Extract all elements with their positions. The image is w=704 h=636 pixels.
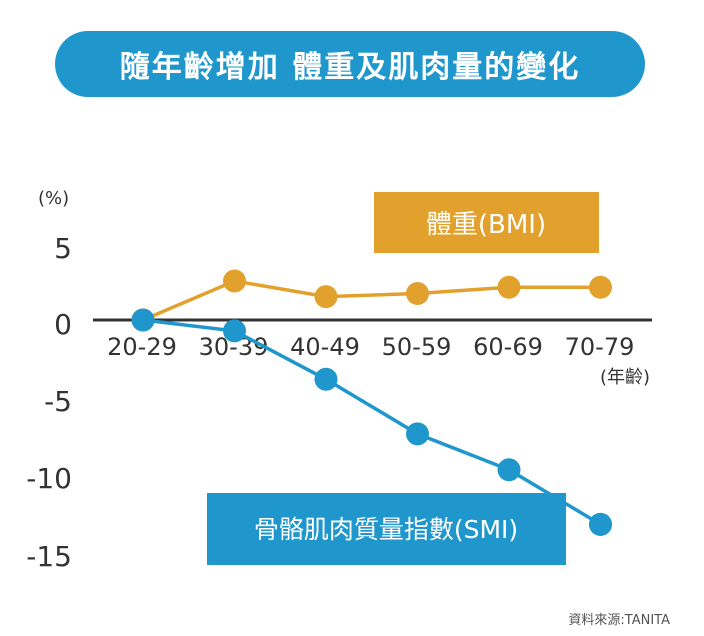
- smi-data-point: [406, 422, 429, 446]
- smi-data-point: [497, 458, 521, 482]
- chart-title: 隨年齡增加 體重及肌肉量的變化: [119, 50, 581, 85]
- x-axis-unit-label: (年齡): [600, 367, 650, 388]
- y-tick-label: 5: [54, 232, 72, 265]
- bmi-legend-box: [374, 192, 599, 253]
- y-tick-label: -5: [44, 385, 72, 418]
- bmi-data-point: [406, 281, 429, 305]
- smi-data-point: [589, 512, 612, 536]
- bmi-data-point: [497, 275, 521, 299]
- smi-data-point: [314, 367, 338, 391]
- smi-legend-box: [207, 493, 566, 565]
- smi-data-point: [223, 319, 246, 343]
- smi-legend-label: 骨骼肌肉質量指數(SMI): [254, 515, 518, 544]
- x-tick-label: 60-69: [473, 333, 543, 361]
- bmi-legend-label: 體重(BMI): [426, 210, 546, 240]
- source-note: 資料來源:TANITA: [568, 613, 670, 628]
- smi-series-line: [142, 318, 602, 526]
- x-tick-label: 70-79: [565, 333, 635, 361]
- y-tick-label: -15: [26, 540, 72, 573]
- y-tick-label: 0: [54, 308, 72, 341]
- bmi-data-point: [589, 275, 612, 299]
- bmi-series-line: [142, 279, 601, 322]
- x-tick-label: 40-49: [290, 333, 360, 361]
- title-banner: 隨年齡增加 體重及肌肉量的變化: [55, 31, 645, 97]
- bmi-data-point: [223, 269, 246, 293]
- x-tick-label: 50-59: [382, 333, 452, 361]
- y-tick-label: -10: [26, 462, 72, 495]
- bmi-data-point: [314, 285, 338, 309]
- smi-data-point: [131, 308, 155, 332]
- y-axis-unit-label: (%): [38, 188, 69, 209]
- x-tick-label: 20-29: [107, 333, 177, 361]
